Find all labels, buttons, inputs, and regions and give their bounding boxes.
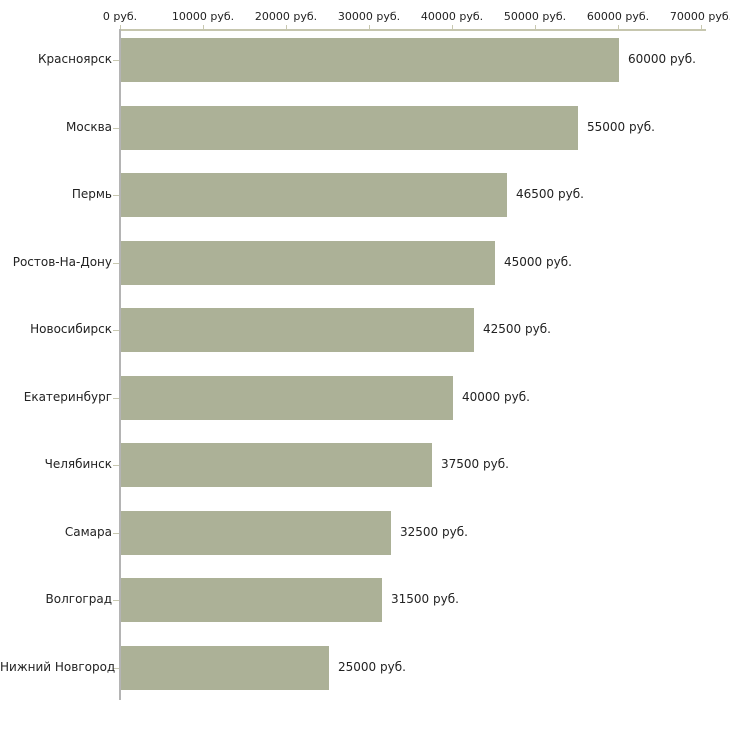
category-label: Новосибирск xyxy=(30,322,112,336)
bar-value-label: 37500 руб. xyxy=(441,457,509,471)
bar xyxy=(121,645,329,690)
category-tick-mark xyxy=(113,195,119,196)
x-tick-mark xyxy=(120,25,121,29)
x-tick-label: 50000 руб. xyxy=(503,10,567,23)
x-tick-mark xyxy=(535,25,536,29)
x-tick-label: 0 руб. xyxy=(102,10,138,23)
category-label: Волгоград xyxy=(45,592,112,606)
bar-value-label: 25000 руб. xyxy=(338,659,406,674)
category-tick-mark xyxy=(113,600,119,601)
category-tick-mark xyxy=(113,60,119,61)
bar xyxy=(121,173,507,217)
x-tick-label: 30000 руб. xyxy=(337,10,401,23)
x-axis-line xyxy=(120,29,706,31)
category-label: Екатеринбург xyxy=(23,389,112,404)
category-label: Ростов-На-Дону xyxy=(12,254,112,269)
category-tick-mark xyxy=(113,330,119,331)
bar xyxy=(121,443,432,487)
bar xyxy=(121,510,391,555)
x-tick-label: 20000 руб. xyxy=(254,10,318,23)
category-label: Москва xyxy=(66,119,112,134)
x-tick-label: 10000 руб. xyxy=(171,10,235,23)
bar xyxy=(121,375,453,420)
x-tick-mark xyxy=(701,25,702,29)
bar-value-label: 31500 руб. xyxy=(391,592,459,606)
category-tick-mark xyxy=(113,397,119,399)
y-axis-line xyxy=(119,29,121,700)
x-tick-label: 60000 руб. xyxy=(586,10,650,23)
x-tick-mark xyxy=(369,25,370,29)
bar-value-label: 32500 руб. xyxy=(400,524,468,539)
x-tick-mark xyxy=(286,25,287,29)
bar-value-label: 60000 руб. xyxy=(628,52,696,66)
bar-value-label: 42500 руб. xyxy=(483,322,551,336)
category-tick-mark xyxy=(113,465,119,466)
bar xyxy=(121,578,382,622)
x-tick-label: 40000 руб. xyxy=(420,10,484,23)
bar xyxy=(121,105,578,150)
x-tick-label: 70000 руб. xyxy=(669,10,730,23)
bar xyxy=(121,308,474,352)
category-tick-mark xyxy=(113,667,119,669)
category-label: Красноярск xyxy=(38,52,112,66)
bar-value-label: 46500 руб. xyxy=(516,187,584,201)
category-tick-mark xyxy=(113,127,119,129)
bar xyxy=(121,38,619,82)
bar-value-label: 45000 руб. xyxy=(504,254,572,269)
category-label: Пермь xyxy=(71,187,112,201)
category-tick-mark xyxy=(113,532,119,534)
x-tick-mark xyxy=(203,25,204,29)
bar-value-label: 40000 руб. xyxy=(462,389,530,404)
category-label: Нижний Новгород xyxy=(0,659,116,674)
x-tick-mark xyxy=(452,25,453,29)
x-tick-mark xyxy=(618,25,619,29)
category-tick-mark xyxy=(113,262,119,264)
bar-value-label: 55000 руб. xyxy=(587,119,655,134)
category-label: Самара xyxy=(64,524,112,539)
bar xyxy=(121,240,495,285)
category-label: Челябинск xyxy=(44,457,112,471)
